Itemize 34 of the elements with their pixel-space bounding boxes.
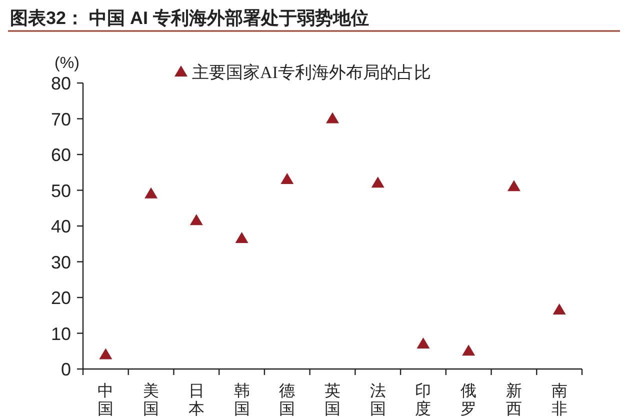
point: [462, 344, 476, 356]
x-tick-label: 日本: [188, 383, 204, 418]
point: [326, 112, 339, 124]
chart-title: 图表32： 中国 AI 专利海外部署处于弱势地位: [10, 8, 370, 28]
point: [507, 180, 520, 192]
y-axis-title: (%): [54, 55, 80, 72]
x-tick-label: 新西: [506, 382, 522, 418]
y-tick-label: 0: [60, 360, 71, 380]
y-tick-label: 40: [50, 216, 71, 236]
x-tick-label: 美国: [143, 382, 160, 418]
x-tick-label: 韩国: [234, 382, 250, 418]
y-tick-label: 80: [50, 74, 71, 94]
point: [416, 337, 430, 348]
y-tick-label: 50: [50, 180, 71, 201]
y-tick-label: 70: [50, 109, 71, 130]
y-tick-label: 30: [50, 252, 71, 272]
x-tick-label: 南非: [551, 382, 568, 418]
y-tick-label: 20: [50, 288, 71, 308]
legend-label: 主要国家AI专利海外布局的占比: [192, 63, 431, 82]
x-tick-label: 法国: [370, 382, 386, 418]
point: [235, 232, 248, 244]
x-tick-label: 德国: [279, 383, 296, 418]
point: [190, 214, 203, 226]
point: [99, 348, 112, 360]
y-tick-label: 10: [50, 324, 71, 344]
point: [552, 304, 566, 315]
x-tick-label: 俄罗: [460, 383, 477, 418]
point: [371, 176, 384, 188]
x-tick-label: 中国: [98, 382, 114, 418]
x-tick-label: 印度: [415, 382, 432, 418]
point: [280, 173, 294, 184]
point: [144, 187, 158, 198]
x-tick-label: 英国: [324, 382, 340, 418]
y-tick-label: 60: [50, 145, 71, 165]
